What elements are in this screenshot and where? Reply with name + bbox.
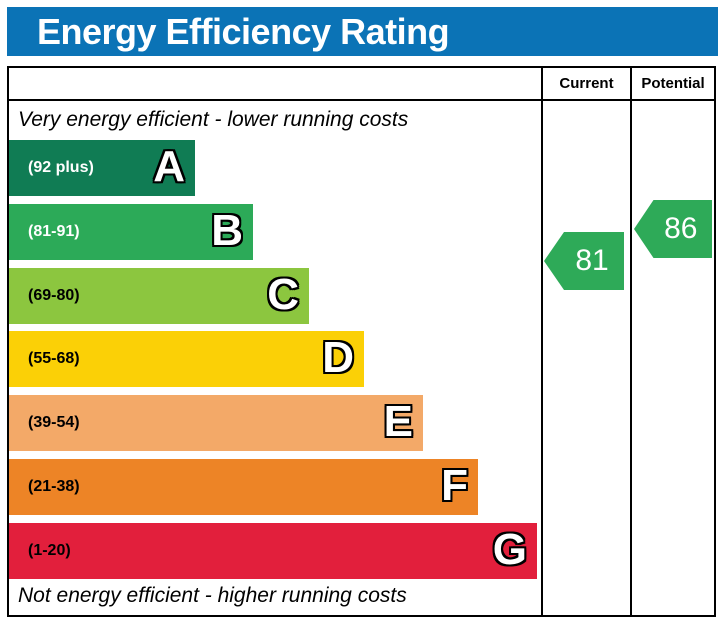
band-letter: E: [383, 397, 413, 447]
top-note: Very energy efficient - lower running co…: [18, 108, 409, 131]
band-row-f: (21-38) F: [9, 459, 478, 515]
column-header-potential: Potential: [641, 75, 705, 92]
header-divider-line: [9, 99, 714, 101]
band-letter: C: [267, 270, 299, 320]
page-title-bar: Energy Efficiency Rating: [7, 7, 718, 56]
band-range-label: (55-68): [28, 350, 80, 367]
band-letter: D: [322, 333, 354, 383]
current-column-divider: [541, 68, 543, 615]
band-row-g: (1-20) G: [9, 523, 537, 579]
energy-efficiency-chart: Current Potential Very energy efficient …: [7, 66, 716, 617]
band-range-label: (1-20): [28, 542, 71, 559]
band-range-label: (92 plus): [28, 159, 94, 176]
band-letter: G: [492, 525, 527, 575]
potential-rating-arrow: 86: [634, 200, 712, 258]
band-range-label: (81-91): [28, 223, 80, 240]
current-rating-arrow: 81: [544, 232, 624, 290]
band-letter: A: [153, 142, 185, 192]
bottom-note: Not energy efficient - higher running co…: [18, 584, 407, 607]
band-row-b: (81-91) B: [9, 204, 253, 260]
band-letter: F: [441, 461, 468, 511]
band-row-c: (69-80) C: [9, 268, 309, 324]
current-rating-value: 81: [575, 244, 609, 277]
band-letter: B: [211, 206, 243, 256]
band-range-label: (21-38): [28, 478, 80, 495]
band-row-e: (39-54) E: [9, 395, 423, 451]
page-title: Energy Efficiency Rating: [37, 10, 450, 52]
potential-column-divider: [630, 68, 632, 615]
band-range-label: (69-80): [28, 287, 80, 304]
potential-rating-value: 86: [664, 212, 698, 245]
column-header-current: Current: [559, 75, 614, 92]
band-range-label: (39-54): [28, 414, 80, 431]
band-row-a: (92 plus) A: [9, 140, 195, 196]
band-row-d: (55-68) D: [9, 331, 364, 387]
